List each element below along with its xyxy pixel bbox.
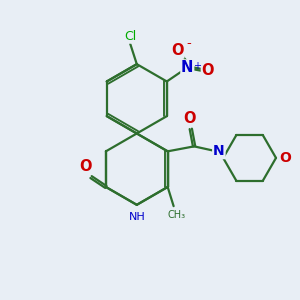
Text: O: O xyxy=(183,111,195,126)
Text: O: O xyxy=(79,159,92,174)
Text: Cl: Cl xyxy=(124,30,136,43)
Text: N: N xyxy=(213,144,225,158)
Text: CH₃: CH₃ xyxy=(167,210,185,220)
Text: -: - xyxy=(187,37,191,50)
Text: O: O xyxy=(202,63,214,78)
Text: +: + xyxy=(193,61,200,70)
Text: O: O xyxy=(279,151,291,165)
Text: O: O xyxy=(171,43,184,58)
Text: N: N xyxy=(181,60,194,75)
Text: NH: NH xyxy=(128,212,145,222)
